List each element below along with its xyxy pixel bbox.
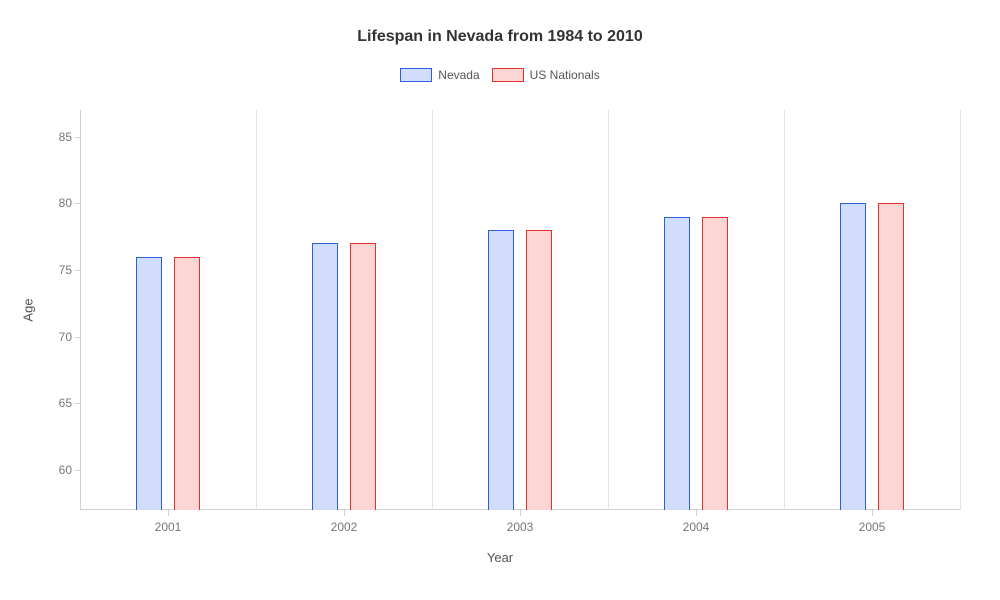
- legend-swatch: [400, 68, 432, 82]
- bar: [136, 257, 162, 510]
- bar: [526, 230, 552, 510]
- plot-area: 60657075808520012002200320042005: [80, 110, 960, 510]
- x-tick-label: 2005: [859, 520, 886, 534]
- y-tick-mark: [75, 470, 80, 471]
- grid-line-vertical: [608, 110, 609, 510]
- bar: [174, 257, 200, 510]
- grid-line-vertical: [784, 110, 785, 510]
- y-tick-label: 70: [59, 330, 72, 344]
- x-axis-label: Year: [0, 550, 1000, 565]
- y-tick-label: 65: [59, 396, 72, 410]
- legend-label: Nevada: [438, 68, 479, 82]
- x-tick-label: 2003: [507, 520, 534, 534]
- grid-line-vertical: [256, 110, 257, 510]
- y-tick-label: 60: [59, 463, 72, 477]
- x-tick-mark: [520, 510, 521, 516]
- y-tick-label: 80: [59, 196, 72, 210]
- legend-item: Nevada: [400, 68, 479, 82]
- legend-swatch: [492, 68, 524, 82]
- y-tick-label: 85: [59, 130, 72, 144]
- y-axis-line: [80, 110, 81, 510]
- x-tick-mark: [872, 510, 873, 516]
- grid-line-vertical: [960, 110, 961, 510]
- y-tick-mark: [75, 137, 80, 138]
- bar: [878, 203, 904, 510]
- x-tick-mark: [696, 510, 697, 516]
- y-tick-mark: [75, 270, 80, 271]
- bar: [312, 243, 338, 510]
- legend-item: US Nationals: [492, 68, 600, 82]
- bar: [702, 217, 728, 510]
- x-tick-label: 2004: [683, 520, 710, 534]
- bar: [664, 217, 690, 510]
- x-tick-mark: [344, 510, 345, 516]
- y-axis-label: Age: [21, 298, 36, 321]
- x-tick-mark: [168, 510, 169, 516]
- chart-container: Lifespan in Nevada from 1984 to 2010 Nev…: [0, 0, 1000, 600]
- y-tick-mark: [75, 203, 80, 204]
- bar: [488, 230, 514, 510]
- y-tick-mark: [75, 403, 80, 404]
- bar: [350, 243, 376, 510]
- y-tick-label: 75: [59, 263, 72, 277]
- x-tick-label: 2002: [331, 520, 358, 534]
- bar: [840, 203, 866, 510]
- legend-label: US Nationals: [530, 68, 600, 82]
- x-tick-label: 2001: [155, 520, 182, 534]
- chart-title: Lifespan in Nevada from 1984 to 2010: [0, 28, 1000, 46]
- y-tick-mark: [75, 337, 80, 338]
- grid-line-vertical: [432, 110, 433, 510]
- legend: Nevada US Nationals: [0, 68, 1000, 82]
